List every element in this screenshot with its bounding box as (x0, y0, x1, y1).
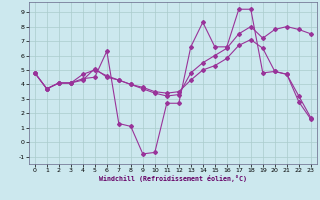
X-axis label: Windchill (Refroidissement éolien,°C): Windchill (Refroidissement éolien,°C) (99, 175, 247, 182)
